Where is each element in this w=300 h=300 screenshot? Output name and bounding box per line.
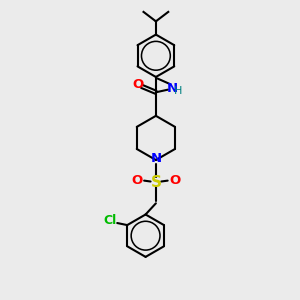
Text: S: S	[150, 175, 161, 190]
Text: Cl: Cl	[103, 214, 116, 227]
Text: O: O	[169, 174, 181, 187]
Text: O: O	[133, 78, 144, 91]
Text: H: H	[174, 86, 183, 96]
Text: N: N	[167, 82, 178, 95]
Text: N: N	[151, 152, 162, 165]
Text: O: O	[131, 174, 142, 187]
